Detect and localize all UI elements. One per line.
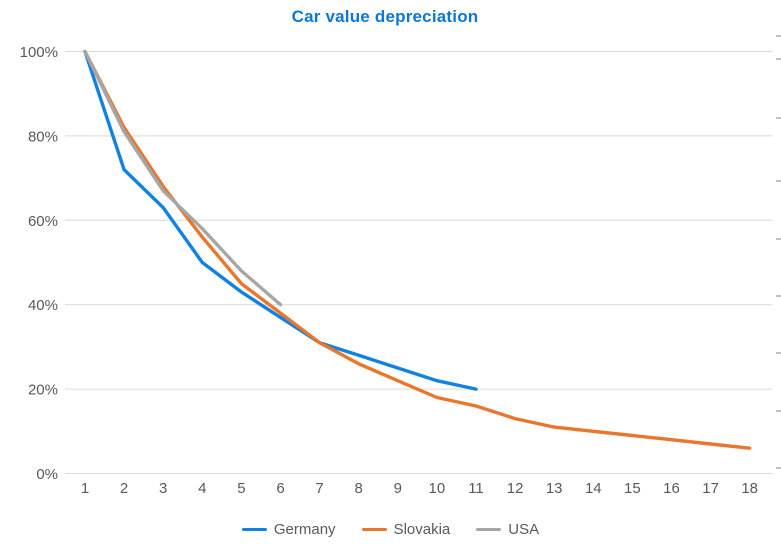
usa-line-swatch (476, 527, 502, 532)
y-tick-label: 60% (28, 213, 58, 230)
x-tick-label: 17 (702, 480, 719, 497)
x-tick-label: 1 (81, 480, 89, 497)
x-tick-label: 12 (507, 480, 524, 497)
x-tick-label: 5 (237, 480, 245, 497)
legend-label-germany: Germany (273, 521, 336, 538)
y-tick-label: 40% (28, 297, 58, 314)
right-edge-artifact (776, 117, 781, 119)
germany-line (83, 49, 478, 391)
y-tick-label: 100% (20, 44, 58, 61)
x-axis-labels: 1 2 3 4 5 6 7 8 9 10 11 12 13 14 15 16 17 18 (81, 480, 758, 497)
x-tick-label: 13 (546, 480, 563, 497)
x-tick-label: 6 (276, 480, 284, 497)
x-tick-label: 15 (624, 480, 641, 497)
right-edge-artifact (776, 238, 781, 240)
series-lines (83, 49, 752, 450)
right-edge-artifact (776, 35, 781, 37)
x-tick-label: 18 (741, 480, 758, 497)
legend-item-usa[interactable]: USA (476, 521, 539, 538)
y-axis-labels: 0% 20% 40% 60% 80% 100% (20, 44, 58, 483)
x-tick-label: 16 (663, 480, 680, 497)
legend-item-germany[interactable]: Germany (241, 521, 336, 538)
y-tick-label: 0% (36, 466, 58, 483)
x-tick-label: 3 (159, 480, 167, 497)
y-tick-label: 80% (28, 128, 58, 145)
y-tick-label: 20% (28, 382, 58, 399)
right-edge-artifact (776, 58, 781, 60)
right-edge-artifact (776, 410, 781, 412)
right-edge-artifact (776, 180, 781, 182)
x-tick-label: 14 (585, 480, 602, 497)
x-tick-label: 4 (198, 480, 206, 497)
right-edge-artifact (776, 467, 781, 469)
slovakia-line (83, 49, 752, 450)
chart-title: Car value depreciation (291, 7, 479, 26)
x-tick-label: 8 (355, 480, 363, 497)
chart-legend: Germany Slovakia USA (0, 521, 781, 538)
legend-label-usa: USA (508, 521, 540, 538)
right-edge-artifact (776, 352, 781, 354)
slovakia-line-swatch (361, 527, 387, 532)
germany-line-swatch (241, 527, 267, 532)
legend-label-slovakia: Slovakia (393, 521, 451, 538)
right-edge-artifacts (776, 35, 781, 469)
x-tick-label: 10 (429, 480, 446, 497)
x-tick-label: 2 (120, 480, 128, 497)
usa-line (83, 49, 283, 307)
x-tick-label: 11 (468, 480, 484, 497)
right-edge-artifact (776, 295, 781, 297)
x-tick-label: 7 (315, 480, 323, 497)
x-tick-label: 9 (394, 480, 402, 497)
gridlines (65, 51, 772, 474)
legend-item-slovakia[interactable]: Slovakia (361, 521, 451, 538)
